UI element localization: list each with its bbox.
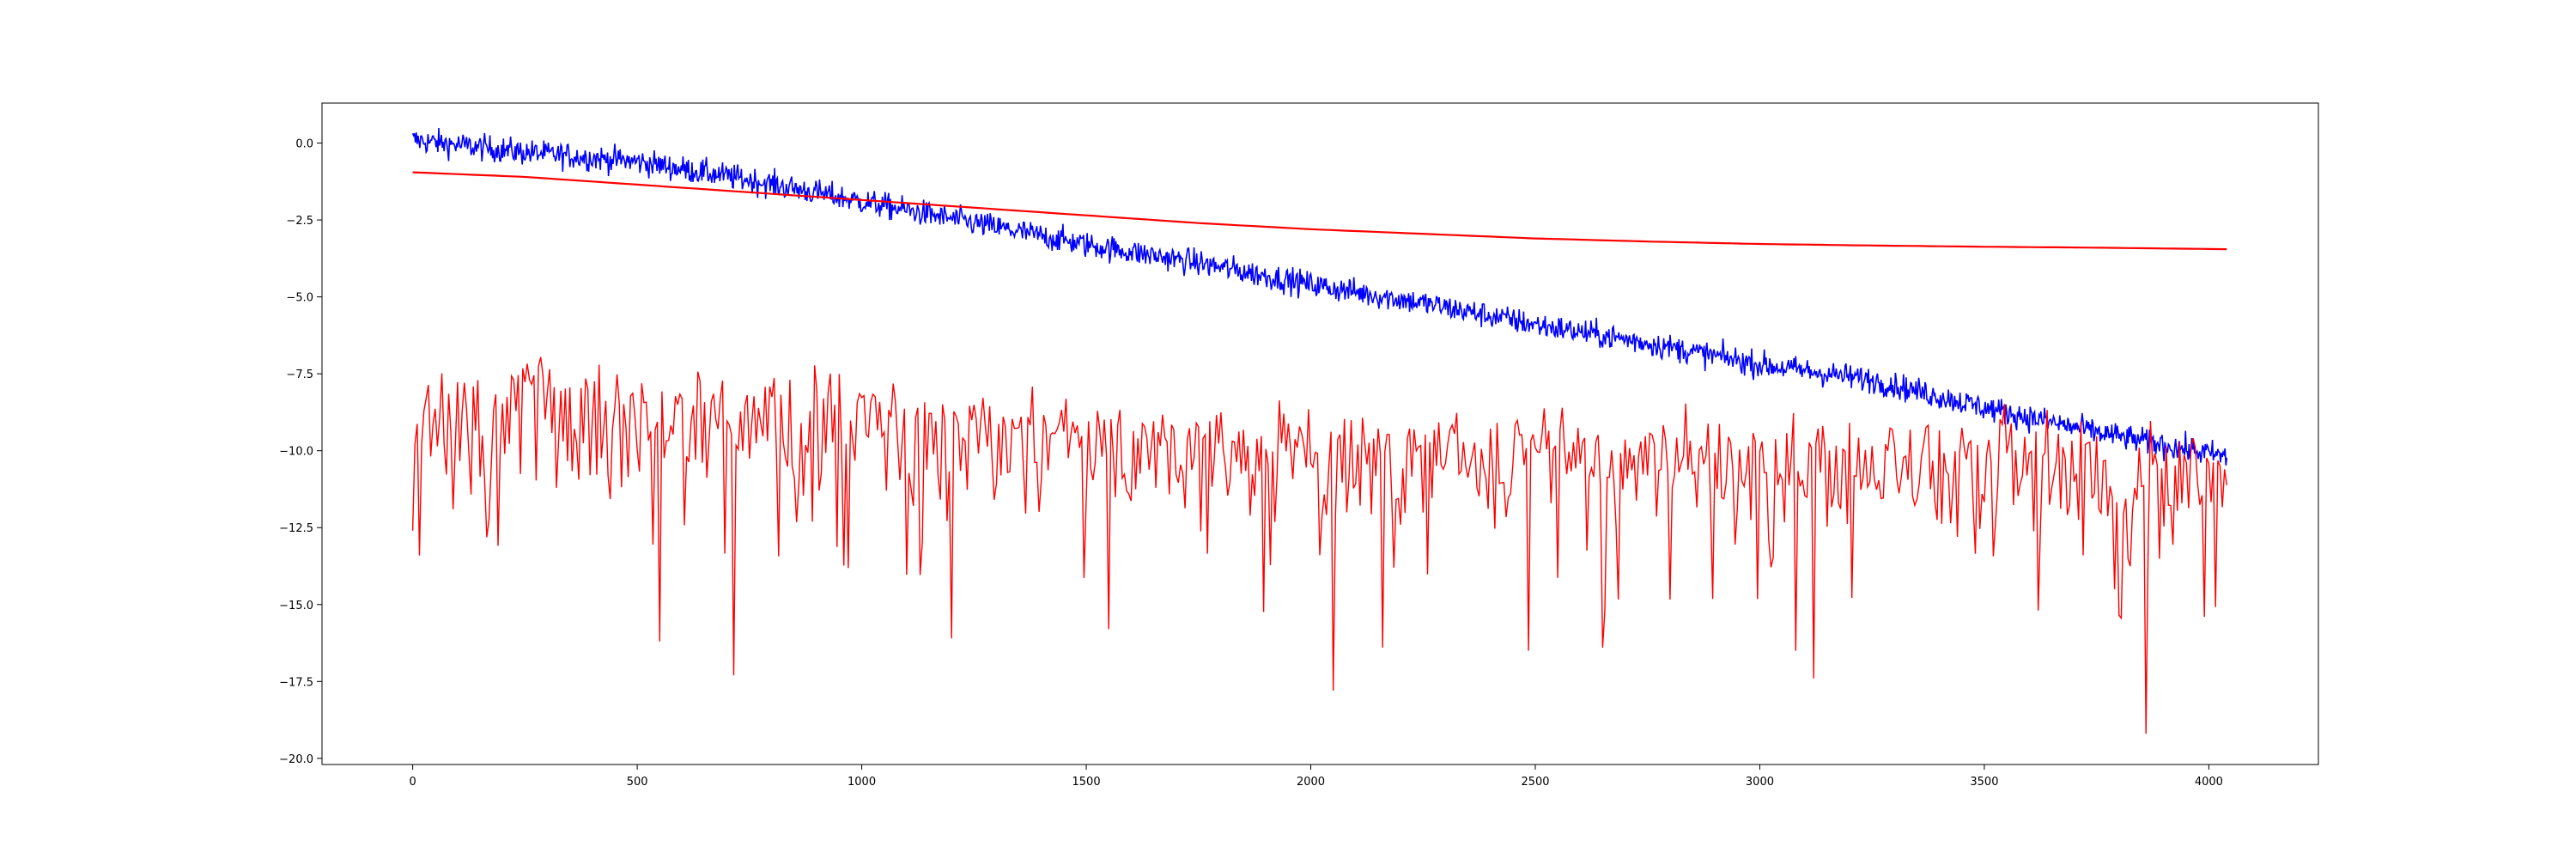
y-tick-label: −2.5	[286, 215, 313, 228]
x-tick-label: 0	[409, 776, 416, 789]
y-tick-label: −12.5	[279, 522, 313, 535]
x-tick-label: 1000	[848, 776, 876, 789]
series-line-red-noisy	[411, 356, 2227, 734]
x-tick-label: 2500	[1521, 776, 1549, 789]
y-tick-label: −10.0	[279, 446, 313, 459]
series-layer	[411, 127, 2228, 734]
x-tick-label: 1500	[1072, 776, 1101, 789]
series-line-blue	[411, 127, 2228, 466]
y-tick-label: −15.0	[279, 600, 313, 612]
y-tick-label: −7.5	[286, 369, 313, 381]
axes-frame	[321, 102, 2319, 765]
y-axis: 0.0 −2.5 −5.0 −7.5 −10.0 −12.5 −15.0 −17.5 −20.0	[279, 138, 322, 766]
y-tick-label: −17.5	[279, 676, 313, 689]
x-tick-label: 500	[627, 776, 648, 789]
plot-area	[322, 103, 2318, 765]
x-axis: 0 500 1000 1500 2000 2500 3000 3500 4000	[409, 765, 2223, 789]
y-tick-label: −5.0	[286, 292, 313, 305]
series-line-smooth	[412, 171, 2227, 251]
y-tick-label: −20.0	[279, 753, 313, 766]
x-tick-label: 3500	[1970, 776, 1998, 789]
y-tick-label: 0.0	[295, 138, 313, 151]
x-tick-label: 2000	[1297, 776, 1325, 789]
x-tick-label: 3000	[1746, 776, 1774, 789]
x-tick-label: 4000	[2195, 776, 2223, 789]
